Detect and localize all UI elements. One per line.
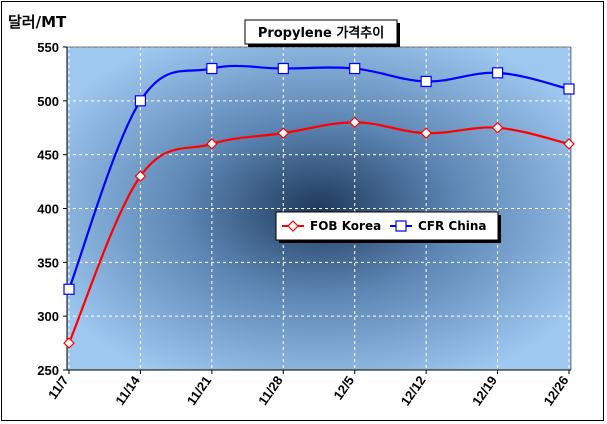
legend-label: FOB Korea — [310, 219, 381, 233]
data-point-square — [134, 95, 147, 107]
y-tick-labels: 250 300 350 400 450 500 550 — [37, 40, 67, 378]
data-point-diamond — [287, 220, 299, 232]
x-tick-label: 12/26 — [541, 373, 572, 408]
y-tick-label: 400 — [37, 202, 59, 217]
data-point-square — [395, 220, 407, 232]
legend-box — [275, 211, 499, 241]
x-tick-label: 11/14 — [112, 372, 143, 407]
series-layer — [63, 62, 575, 349]
y-axis-unit-label: 달러/MT — [8, 13, 67, 31]
data-point-square — [491, 67, 504, 79]
y-tick-label: 550 — [37, 40, 59, 55]
y-tick-label: 500 — [37, 94, 59, 109]
y-tick-label: 450 — [37, 148, 59, 163]
data-point-diamond — [491, 121, 504, 134]
x-tick-label: 11/28 — [255, 373, 286, 408]
series-line — [67, 121, 570, 344]
series-fob-korea — [63, 116, 575, 349]
data-point-diamond — [348, 116, 361, 129]
legend-item-fob-korea: FOB Korea — [282, 219, 381, 233]
x-tick-label: 12/19 — [469, 373, 500, 408]
data-point-diamond — [420, 127, 432, 139]
series-cfr-china — [63, 62, 575, 295]
y-tick-label: 300 — [37, 309, 59, 324]
x-tick-label: 12/5 — [330, 373, 357, 402]
x-tick-label: 11/21 — [184, 373, 215, 408]
data-point-diamond — [563, 138, 575, 150]
data-point-square — [420, 75, 432, 88]
data-point-diamond — [134, 170, 147, 183]
series-line — [67, 64, 570, 290]
data-point-square — [349, 62, 361, 75]
legend-label: CFR China — [418, 219, 487, 233]
data-point-diamond — [206, 138, 218, 150]
x-tick-labels: 11/7 11/14 11/21 11/28 12/5 12/12 12/19 12/26 — [45, 370, 571, 408]
data-point-square — [277, 62, 289, 75]
data-point-square — [63, 283, 75, 295]
y-tick-label: 350 — [37, 255, 59, 270]
x-tick-label: 12/12 — [398, 373, 429, 408]
data-point-diamond — [63, 337, 75, 349]
chart-title: Propylene 가격추이 — [258, 25, 384, 41]
data-point-square — [206, 62, 218, 75]
legend: FOB Korea CFR China — [275, 211, 501, 243]
chart-title-box: Propylene 가격추이 — [244, 19, 400, 47]
data-point-diamond — [277, 127, 290, 139]
y-tick-label: 250 — [37, 363, 59, 378]
data-point-square — [563, 83, 575, 95]
legend-item-cfr-china: CFR China — [390, 219, 487, 233]
